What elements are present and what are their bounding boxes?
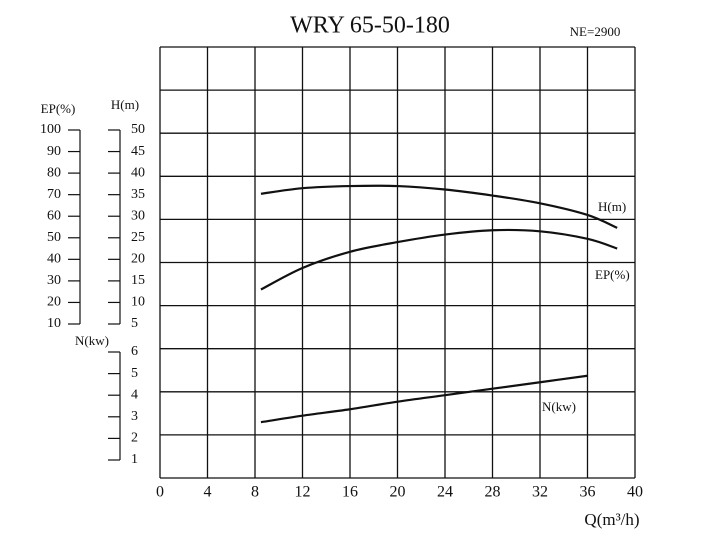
y3-tick-label: 3 <box>131 409 138 424</box>
y2-tick-label: 30 <box>47 273 61 288</box>
y3-tick-label: 6 <box>131 344 138 359</box>
x-tick-label: 16 <box>342 484 358 501</box>
y2-tick-label: 70 <box>47 187 61 202</box>
series-label: H(m) <box>598 199 626 214</box>
series-label: N(kw) <box>542 399 576 414</box>
y2-tick-label: 60 <box>47 208 61 223</box>
y3-axis-title: N(kw) <box>75 333 109 348</box>
x-tick-label: 24 <box>437 484 453 501</box>
x-tick-label: 0 <box>156 484 164 501</box>
y3-tick-label: 5 <box>131 366 138 381</box>
x-tick-label: 12 <box>295 484 311 501</box>
y3-tick-label: 2 <box>131 431 138 446</box>
y3-tick-label: 4 <box>131 387 138 402</box>
y-tick-label: 40 <box>131 165 145 180</box>
y3-tick-label: 1 <box>131 452 138 467</box>
y2-tick-label: 40 <box>47 252 61 267</box>
y2-tick-label: 80 <box>47 165 61 180</box>
chart-title: WRY 65-50-180 <box>290 13 450 39</box>
x-tick-label: 36 <box>580 484 596 501</box>
y-axis-title: H(m) <box>111 97 139 112</box>
x-tick-label: 28 <box>485 484 501 501</box>
y-tick-label: 50 <box>131 122 145 137</box>
y2-tick-label: 100 <box>40 122 61 137</box>
y-tick-label: 25 <box>131 230 145 245</box>
series-label: EP(%) <box>595 267 630 282</box>
x-tick-label: 40 <box>627 484 643 501</box>
y-tick-label: 45 <box>131 144 145 159</box>
y-tick-label: 20 <box>131 252 145 267</box>
y-tick-label: 10 <box>131 295 145 310</box>
x-axis-title: Q(m³/h) <box>584 510 639 529</box>
series-line <box>260 184 618 229</box>
y2-axis-title: EP(%) <box>41 101 76 116</box>
x-tick-label: 8 <box>251 484 259 501</box>
series-line <box>260 374 588 424</box>
y2-tick-label: 90 <box>47 144 61 159</box>
y-tick-label: 5 <box>131 316 138 331</box>
x-tick-label: 20 <box>390 484 406 501</box>
y2-tick-label: 20 <box>47 295 61 310</box>
y2-tick-label: 10 <box>47 316 61 331</box>
y-tick-label: 30 <box>131 208 145 223</box>
x-tick-label: 4 <box>204 484 212 501</box>
x-tick-label: 32 <box>532 484 548 501</box>
chart-subtitle: NE=2900 <box>570 24 621 39</box>
series-line <box>260 228 618 291</box>
y-tick-label: 15 <box>131 273 145 288</box>
y-tick-label: 35 <box>131 187 145 202</box>
y2-tick-label: 50 <box>47 230 61 245</box>
